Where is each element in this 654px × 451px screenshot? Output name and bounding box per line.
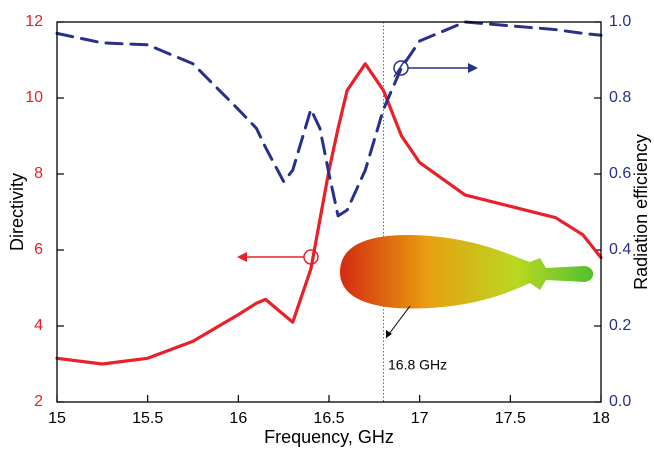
x-tick-label: 16 bbox=[229, 410, 247, 427]
y-tick-label: 10 bbox=[25, 89, 43, 106]
series-arrowhead bbox=[237, 252, 247, 262]
y2-axis-label: Radiation efficiency bbox=[631, 134, 651, 290]
x-tick-label: 17 bbox=[411, 410, 429, 427]
y-tick-label: 8 bbox=[34, 165, 43, 182]
y2-tick-label: 0.2 bbox=[609, 317, 631, 334]
y-tick-label: 12 bbox=[25, 13, 43, 30]
y2-tick-label: 1.0 bbox=[609, 13, 631, 30]
radiation-pattern bbox=[340, 235, 594, 309]
series-line bbox=[55, 20, 603, 218]
y-tick-label: 4 bbox=[34, 317, 43, 334]
x-tick-label: 16.5 bbox=[313, 410, 344, 427]
y2-tick-label: 0.0 bbox=[609, 393, 631, 410]
x-tick-label: 18 bbox=[592, 410, 610, 427]
y2-tick-label: 0.6 bbox=[609, 165, 631, 182]
x-tick-label: 15.5 bbox=[132, 410, 163, 427]
series-line bbox=[55, 62, 603, 366]
y2-tick-label: 0.4 bbox=[609, 241, 631, 258]
x-tick-label: 17.5 bbox=[495, 410, 526, 427]
x-tick-label: 15 bbox=[48, 410, 66, 427]
x-axis-label: Frequency, GHz bbox=[264, 427, 394, 447]
y-axis-label: Directivity bbox=[7, 173, 27, 251]
y-tick-label: 2 bbox=[34, 393, 43, 410]
annotation: 16.8 GHz bbox=[388, 357, 447, 373]
series-arrow bbox=[393, 59, 406, 78]
plot-frame bbox=[56, 21, 602, 403]
annotation-arrow bbox=[385, 305, 411, 339]
annotation-arrowhead bbox=[386, 330, 392, 338]
series-arrowhead bbox=[468, 63, 478, 73]
y2-tick-label: 0.8 bbox=[609, 89, 631, 106]
y-tick-label: 6 bbox=[34, 241, 43, 258]
